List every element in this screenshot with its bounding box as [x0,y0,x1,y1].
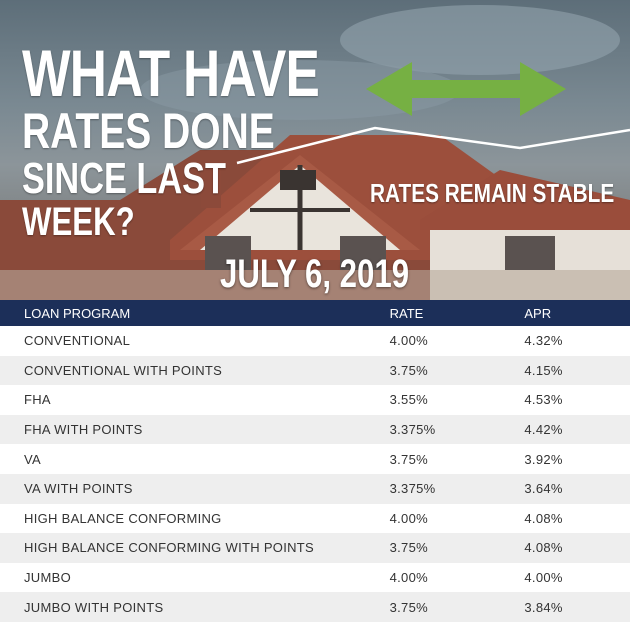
apr-cell: 3.84% [524,599,563,615]
table-row: CONVENTIONAL 4.00% 4.32% [0,326,630,356]
table-row: FHA 3.55% 4.53% [0,385,630,415]
rate-cell: 3.75% [389,451,428,467]
loan-program-cell: FHA WITH POINTS [24,422,143,438]
table-row: HIGH BALANCE CONFORMING 4.00% 4.08% [0,503,630,534]
loan-program-cell: VA [24,451,41,467]
apr-cell: 4.32% [524,333,563,349]
loan-program-cell: CONVENTIONAL WITH POINTS [24,362,223,378]
table-row: JUMBO 4.00% 4.00% [0,562,630,593]
loan-program-cell: JUMBO [24,570,71,586]
apr-cell: 4.08% [524,540,563,556]
table-header: LOAN PROGRAM RATE APR [0,300,630,326]
loan-program-cell: HIGH BALANCE CONFORMING WITH POINTS [24,540,315,556]
loan-program-cell: HIGH BALANCE CONFORMING [24,510,222,526]
headline-line-1: WHAT HAVE [22,36,320,110]
table-row: VA 3.75% 3.92% [0,444,630,474]
headline-line-3: SINCE LAST [22,154,227,203]
header-loan-program: LOAN PROGRAM [24,305,131,321]
report-date: JULY 6, 2019 [220,252,410,296]
table-row: JUMBO WITH POINTS 3.75% 3.84% [0,592,630,622]
loan-program-cell: VA WITH POINTS [24,481,133,497]
header-rate: RATE [389,305,424,321]
table-row: CONVENTIONAL WITH POINTS 3.75% 4.15% [0,355,630,386]
rate-cell: 3.55% [389,392,428,408]
apr-cell: 4.15% [524,362,563,378]
rates-table: LOAN PROGRAM RATE APR CONVENTIONAL 4.00%… [0,300,630,622]
rate-cell: 4.00% [389,333,428,349]
rate-cell: 3.75% [389,540,428,556]
loan-program-cell: JUMBO WITH POINTS [24,599,164,615]
apr-cell: 3.92% [524,451,563,467]
headline-line-4: WEEK? [22,200,135,244]
loan-program-cell: CONVENTIONAL [24,333,131,349]
headline: WHAT HAVE RATES DONE SINCE LAST WEEK? [22,40,403,242]
rate-cell: 3.75% [389,599,428,615]
table-row: HIGH BALANCE CONFORMING WITH POINTS 3.75… [0,533,630,563]
loan-program-cell: FHA [24,392,51,408]
apr-cell: 4.08% [524,510,563,526]
apr-cell: 4.00% [524,570,563,586]
apr-cell: 4.42% [524,422,563,438]
rate-cell: 4.00% [389,510,428,526]
table-row: VA WITH POINTS 3.375% 3.64% [0,473,630,504]
double-arrow-icon [366,62,566,116]
table-row: FHA WITH POINTS 3.375% 4.42% [0,414,630,445]
rate-cell: 3.75% [389,362,428,378]
rate-cell: 3.375% [389,422,436,438]
apr-cell: 4.53% [524,392,563,408]
apr-cell: 3.64% [524,481,563,497]
table-body: CONVENTIONAL 4.00% 4.32% CONVENTIONAL WI… [0,326,630,622]
house-illustration [0,5,630,300]
header-apr: APR [524,305,552,321]
rate-cell: 3.375% [389,481,436,497]
rates-status: RATES REMAIN STABLE [370,178,615,208]
headline-line-2: RATES DONE [22,103,275,159]
rate-cell: 4.00% [389,570,428,586]
hero-banner: WHAT HAVE RATES DONE SINCE LAST WEEK? RA… [0,0,630,300]
